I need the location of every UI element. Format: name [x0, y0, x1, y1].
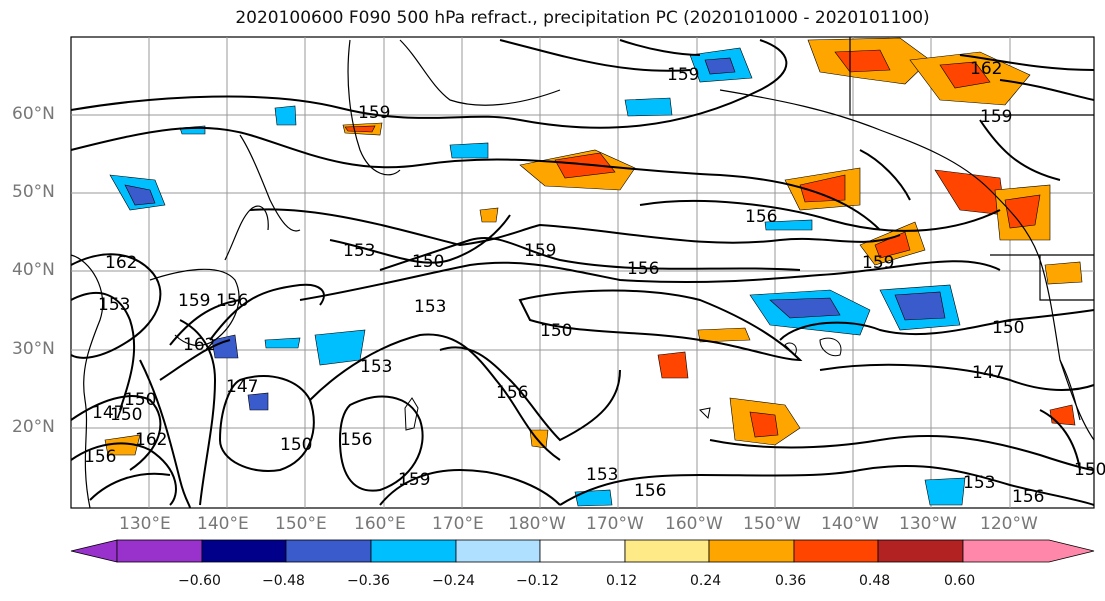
contour-label: 156 [216, 291, 248, 311]
colorbar-swatch [624, 539, 710, 563]
positive-anomaly-patches [104, 37, 1083, 456]
lon-label: 170°E [432, 514, 484, 534]
colorbar-tick-label: −0.36 [347, 573, 390, 589]
lat-label: 50°N [12, 182, 55, 202]
contour-label: 150 [124, 390, 156, 410]
contour-label: 150 [412, 252, 444, 272]
colorbar-tick-label: 0.60 [944, 573, 976, 589]
colorbar-tick-label: −0.48 [262, 573, 305, 589]
contour-label: 147 [226, 377, 258, 397]
coastlines [70, 37, 1095, 509]
contour-label: 162 [183, 335, 215, 355]
negative-anomaly-patches [109, 47, 966, 507]
colorbar-swatch [285, 539, 372, 563]
colorbar-tick-label: −0.60 [178, 573, 221, 589]
colorbar-extend-high [962, 539, 1095, 563]
colorbar-swatch [877, 539, 964, 563]
colorbar-extend-low [70, 539, 118, 563]
contour-label: 153 [343, 241, 375, 261]
islands [404, 337, 842, 431]
contour-label: 150 [280, 435, 312, 455]
lon-label: 170°W [586, 514, 644, 534]
lat-label: 40°N [12, 260, 55, 280]
contour-label: 150 [992, 318, 1024, 338]
contour-label: 159 [980, 107, 1012, 127]
lon-label: 130°E [119, 514, 171, 534]
colorbar-swatch [201, 539, 287, 563]
colorbar-tick-label: 0.12 [606, 573, 638, 589]
colorbar-swatch [708, 539, 795, 563]
contour-label: 156 [84, 447, 116, 467]
contour-label: 162 [105, 253, 137, 273]
contour-label: 159 [524, 241, 556, 261]
lat-label: 60°N [12, 104, 55, 124]
refractivity-contours [70, 39, 1095, 509]
lon-label: 120°W [980, 514, 1038, 534]
contour-label: 147 [92, 403, 124, 423]
colorbar-tick-label: −0.12 [516, 573, 559, 589]
contour-label: 153 [98, 295, 130, 315]
lat-label: 30°N [12, 339, 55, 359]
contour-label: 156 [1012, 487, 1044, 507]
contour-label: 150 [540, 321, 572, 341]
colorbar-swatch [370, 539, 457, 563]
lon-label: 140°E [197, 514, 249, 534]
contour-label: 153 [586, 465, 618, 485]
contour-label: 153 [414, 297, 446, 317]
contour-label: 159 [862, 253, 894, 273]
contour-label: 159 [398, 470, 430, 490]
contour-label: 156 [634, 481, 666, 501]
colorbar-swatch [455, 539, 541, 563]
colorbar-tick-label: 0.24 [690, 573, 722, 589]
lon-label: 130°W [899, 514, 957, 534]
contour-label: 162 [135, 430, 167, 450]
lat-label: 20°N [12, 417, 55, 437]
contour-label: 156 [340, 430, 372, 450]
lon-label: 150°E [275, 514, 327, 534]
contour-label: 156 [745, 207, 777, 227]
contour-label: 150 [110, 405, 142, 425]
map-title: 2020100600 F090 500 hPa refract., precip… [235, 8, 930, 28]
lon-label: 160°W [665, 514, 723, 534]
contour-label: 162 [970, 59, 1002, 79]
colorbar-tick-label: 0.36 [775, 573, 807, 589]
colorbar-tick-label: 0.48 [859, 573, 891, 589]
contour-label: 150 [1074, 460, 1105, 480]
contour-label: 153 [360, 357, 392, 377]
grid-lines [71, 37, 1094, 508]
colorbar-tick-label: −0.24 [432, 573, 475, 589]
contour-label: 159 [178, 291, 210, 311]
contour-label: 159 [667, 65, 699, 85]
contour-label: 153 [963, 473, 995, 493]
lon-label: 160°E [354, 514, 406, 534]
colorbar-swatch [539, 539, 626, 563]
colorbar-swatch [793, 539, 879, 563]
contour-label: 147 [972, 363, 1004, 383]
contour-label: 156 [496, 383, 528, 403]
contour-label: 159 [358, 103, 390, 123]
colorbar [70, 539, 1095, 563]
lon-label: 140°W [821, 514, 879, 534]
contour-label: 156 [627, 259, 659, 279]
colorbar-swatch [116, 539, 203, 563]
lon-label: 180°W [508, 514, 566, 534]
lon-label: 150°W [743, 514, 801, 534]
